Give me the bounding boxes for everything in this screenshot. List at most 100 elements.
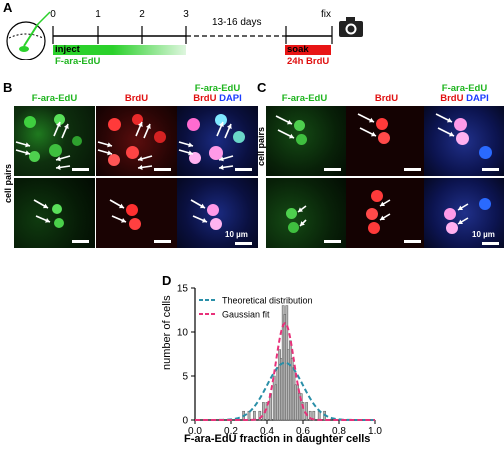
histogram-chart: 0 5 10 15 0.0 0.2 0.4 0.6 0.8 1.0 Theoretical dist… xyxy=(177,284,383,438)
panel-b-green-top xyxy=(14,106,95,176)
timeline-gap-label: 13-16 days xyxy=(212,17,262,28)
white-arrow-icon xyxy=(359,127,377,137)
panel-b-merge-top xyxy=(177,106,258,176)
embryo-dish-icon xyxy=(6,11,51,60)
white-arrow-icon xyxy=(457,203,469,211)
camera-icon xyxy=(339,17,363,37)
gaussian-fit-curve xyxy=(195,322,375,421)
white-arrow-icon xyxy=(218,164,234,170)
white-arrow-icon xyxy=(437,127,455,137)
timeline-tick-0: 0 xyxy=(50,9,56,20)
x-tick-label: 0.0 xyxy=(188,426,202,437)
white-arrow-icon xyxy=(218,155,234,162)
panel-c-red-bottom xyxy=(346,178,427,248)
white-arrow-icon xyxy=(379,213,391,221)
panel-c-side-label: cell pairs xyxy=(256,126,266,166)
white-arrow-icon xyxy=(15,149,31,156)
panel-b-merge-bottom: 10 µm xyxy=(177,178,258,248)
timeline-fix-label: fix xyxy=(321,9,331,20)
white-arrow-icon xyxy=(97,141,113,148)
white-arrow-icon xyxy=(277,129,295,139)
panel-c-header-brdu: BrdU xyxy=(440,93,464,104)
panel-label-d: D xyxy=(162,273,172,288)
inject-label: inject xyxy=(55,44,80,55)
legend-entry: Gaussian fit xyxy=(222,310,270,320)
panel-b-red-top xyxy=(96,106,177,176)
panel-c-green-bottom xyxy=(266,178,347,248)
panel-c-merge-bottom: 10 µm xyxy=(424,178,504,248)
white-arrow-icon xyxy=(111,215,127,223)
white-arrow-icon xyxy=(192,215,208,223)
white-arrow-icon xyxy=(435,113,453,123)
white-arrow-icon xyxy=(457,217,469,225)
panel-c-header-red: BrdU xyxy=(374,93,399,104)
panel-b-red-bottom xyxy=(96,178,177,248)
y-tick-label: 10 xyxy=(177,328,189,339)
panel-b-header-merge-top: F-ara-EdU xyxy=(194,83,241,94)
y-tick-label: 0 xyxy=(182,416,188,427)
histogram-bar xyxy=(258,410,262,421)
chart-xlabel: F-ara-EdU fraction in daughter cells xyxy=(184,433,371,445)
white-arrow-icon xyxy=(143,123,151,139)
panel-b-scale-bar xyxy=(72,168,89,171)
panel-label-a: A xyxy=(3,0,13,15)
soak-sub-label: 24h BrdU xyxy=(287,56,330,67)
x-tick-label: 1.0 xyxy=(368,426,382,437)
white-arrow-icon xyxy=(35,215,51,223)
panel-c-red-top xyxy=(346,106,427,176)
white-arrow-icon xyxy=(53,121,61,137)
timeline-axis xyxy=(52,26,333,44)
panel-b-header-red: BrdU xyxy=(124,93,149,104)
panel-c-header-merge-top: F-ara-EdU xyxy=(441,83,488,94)
timeline-tick-1: 1 xyxy=(95,9,101,20)
histogram-bar xyxy=(262,402,265,421)
inject-sub-label: F-ara-EdU xyxy=(55,56,101,67)
white-arrow-icon xyxy=(135,121,143,137)
panel-label-b: B xyxy=(3,80,13,95)
panel-b-header-dapi: DAPI xyxy=(219,93,242,104)
white-arrow-icon xyxy=(275,115,293,125)
white-arrow-icon xyxy=(190,199,206,209)
white-arrow-icon xyxy=(357,113,375,123)
panel-b-scale-text: 10 µm xyxy=(225,230,248,239)
panel-label-c: C xyxy=(257,80,267,95)
white-arrow-icon xyxy=(379,199,391,207)
panel-b-header-brdu: BrdU xyxy=(193,93,217,104)
white-arrow-icon xyxy=(55,155,71,162)
histogram-bar xyxy=(305,402,308,421)
histogram-bar xyxy=(301,402,305,421)
panel-c-header-merge-bottom: BrdU DAPI xyxy=(424,94,504,104)
soak-label: soak xyxy=(287,44,309,55)
white-arrow-icon xyxy=(178,141,194,148)
white-arrow-icon xyxy=(299,219,307,227)
panel-c-header-dapi: DAPI xyxy=(466,93,489,104)
x-tick-label: 0.6 xyxy=(296,426,310,437)
histogram-bar xyxy=(308,410,312,421)
y-tick-label: 15 xyxy=(177,284,189,295)
white-arrow-icon xyxy=(178,149,194,156)
white-arrow-icon xyxy=(137,164,153,170)
legend-entry: Theoretical distribution xyxy=(222,296,313,306)
panel-b-side-label: cell pairs xyxy=(3,163,13,203)
x-tick-label: 0.2 xyxy=(224,426,238,437)
panel-c-header-green: F-ara-EdU xyxy=(281,93,328,104)
white-arrow-icon xyxy=(224,123,232,139)
soak-bar xyxy=(285,45,331,55)
x-tick-label: 0.8 xyxy=(332,426,346,437)
timeline-tick-2: 2 xyxy=(139,9,145,20)
white-arrow-icon xyxy=(109,199,125,209)
chart-ylabel: number of cells xyxy=(161,295,173,370)
panel-b-green-bottom xyxy=(14,178,95,248)
white-arrow-icon xyxy=(97,149,113,156)
white-arrow-icon xyxy=(61,123,69,139)
x-tick-label: 0.4 xyxy=(260,426,274,437)
white-arrow-icon xyxy=(216,121,224,137)
white-arrow-icon xyxy=(55,164,71,170)
panel-c-scale-text: 10 µm xyxy=(472,230,495,239)
panel-b-header-green: F-ara-EdU xyxy=(31,93,78,104)
panel-c-merge-top xyxy=(424,106,504,176)
inject-bar xyxy=(53,45,186,55)
panel-b-header-merge-bottom: BrdU DAPI xyxy=(177,94,258,104)
white-arrow-icon xyxy=(137,155,153,162)
timeline-tick-3: 3 xyxy=(183,9,189,20)
